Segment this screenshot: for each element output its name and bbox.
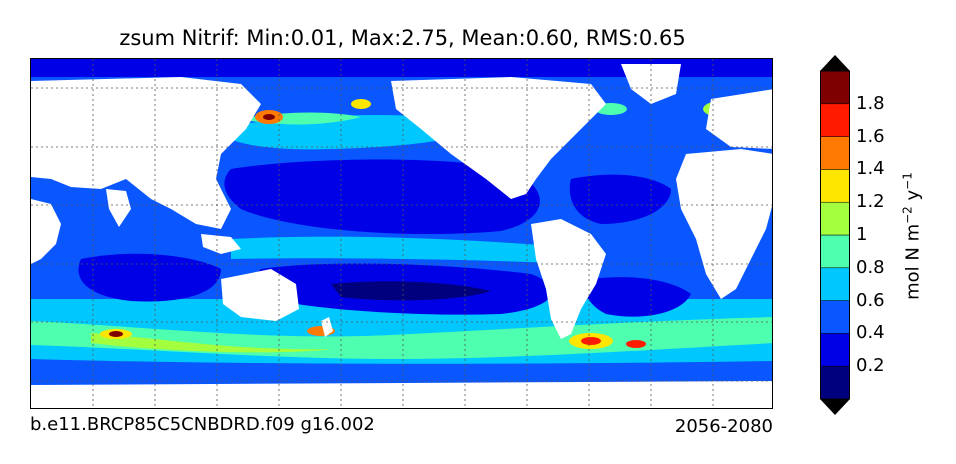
north-atlantic-gyre bbox=[569, 174, 671, 224]
hotspot-indian-core bbox=[109, 331, 123, 337]
colorbar-band bbox=[820, 103, 850, 137]
equatorial-band bbox=[231, 236, 591, 264]
hotspot-bering bbox=[351, 99, 371, 109]
south-america-land bbox=[531, 219, 606, 339]
antarctica-land bbox=[31, 381, 772, 408]
global-map bbox=[30, 58, 773, 409]
eurasia-land bbox=[31, 77, 261, 229]
colorbar-band bbox=[820, 201, 850, 236]
colorbar-band bbox=[820, 333, 850, 367]
india-land bbox=[106, 189, 131, 227]
colorbar-tick-label: 1.6 bbox=[856, 125, 885, 147]
colorbar-tick-label: 0.8 bbox=[856, 256, 885, 278]
africa-land bbox=[676, 149, 772, 299]
north-america-land bbox=[391, 77, 606, 199]
indonesia-land bbox=[201, 234, 241, 254]
colorbar-units-label: mol N m−2 y−1 bbox=[900, 172, 924, 300]
new-zealand-land bbox=[321, 317, 333, 337]
colorbar-band bbox=[820, 365, 850, 400]
colorbar-band bbox=[820, 136, 850, 170]
map-canvas bbox=[31, 59, 772, 408]
europe-land bbox=[706, 89, 772, 149]
colorbar-tick-label: 0.4 bbox=[856, 322, 885, 344]
southern-base-band bbox=[31, 359, 772, 377]
hotspot-okhotsk-core bbox=[263, 114, 275, 120]
colorbar-band bbox=[820, 169, 850, 203]
colorbar-tick-label: 1.8 bbox=[856, 92, 885, 114]
hotspot-patagonia-core bbox=[581, 337, 601, 345]
hotspot-south-atlantic bbox=[626, 340, 646, 348]
colorbar-tick-label: 1.4 bbox=[856, 158, 885, 180]
map-title: zsum Nitrif: Min:0.01, Max:2.75, Mean:0.… bbox=[119, 26, 686, 50]
indian-ocean-gyre bbox=[78, 253, 221, 302]
africa-east-land bbox=[31, 199, 61, 264]
colorbar-max-arrow bbox=[820, 55, 850, 71]
colorbar-min-arrow bbox=[820, 399, 850, 415]
land-masses bbox=[31, 64, 772, 408]
period-label: 2056-2080 bbox=[674, 416, 773, 437]
colorbar bbox=[820, 55, 850, 415]
arctic-band bbox=[31, 59, 772, 77]
colorbar-tick-label: 0.6 bbox=[856, 289, 885, 311]
colorbar-band bbox=[820, 267, 850, 301]
colorbar-tick-label: 0.2 bbox=[856, 355, 885, 377]
colorbar-graphic bbox=[820, 55, 850, 415]
colorbar-band bbox=[820, 300, 850, 334]
colorbar-frame bbox=[820, 70, 850, 400]
colorbar-band bbox=[820, 234, 850, 269]
australia-land bbox=[221, 269, 299, 321]
colorbar-tick-label: 1 bbox=[856, 224, 868, 245]
colorbar-band bbox=[820, 70, 850, 105]
colorbar-tick-label: 1.2 bbox=[856, 191, 885, 213]
case-name-label: b.e11.BRCP85C5CNBDRD.f09 g16.002 bbox=[30, 414, 375, 435]
north-pacific-gyre bbox=[224, 159, 540, 235]
map-gridlines bbox=[31, 59, 772, 408]
southern-peak-band bbox=[91, 333, 331, 353]
south-atlantic-gyre bbox=[586, 277, 691, 317]
south-pacific-deep bbox=[331, 281, 491, 301]
